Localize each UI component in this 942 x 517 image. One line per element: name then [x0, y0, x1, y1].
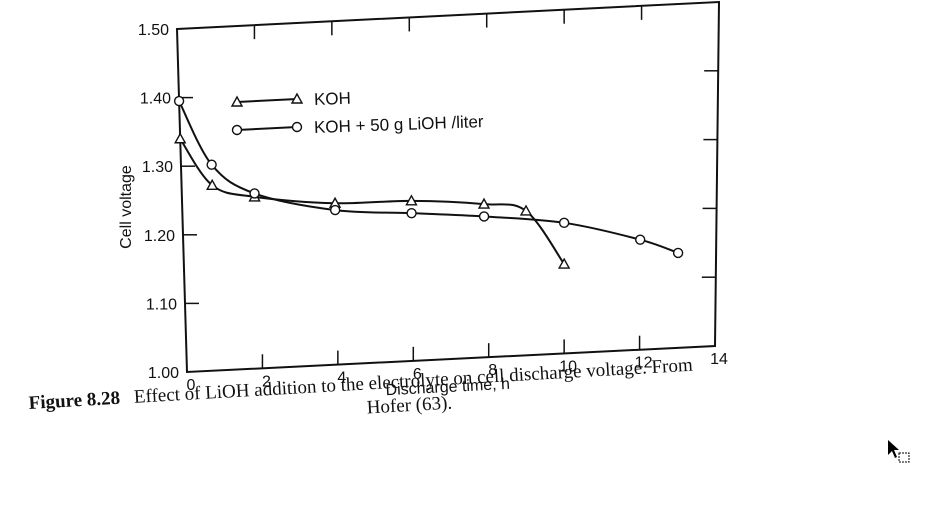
y-axis-label: Cell voltage — [118, 165, 135, 249]
legend-circle-marker — [231, 124, 243, 136]
koh-data-point — [519, 204, 533, 216]
legend-line — [236, 126, 298, 131]
y-tick-label: 1.30 — [142, 159, 173, 176]
koh-data-point — [477, 197, 491, 209]
koh-series-line — [179, 138, 565, 265]
x-tick-label: 12 — [635, 355, 653, 372]
legend: KOH KOH + 50 g LiOH /liter — [230, 89, 484, 137]
koh-lioh-data-point — [672, 247, 684, 259]
figure-number: Figure 8.28 — [28, 387, 121, 414]
x-tick-label: 10 — [559, 358, 577, 375]
x-tick-label: 6 — [413, 366, 422, 383]
koh-data-point — [557, 257, 571, 269]
x-tick-label: 0 — [187, 377, 196, 394]
legend-line — [236, 98, 298, 103]
legend-circle-marker — [291, 121, 303, 133]
koh-lioh-data-point — [478, 211, 490, 222]
y-tick-label: 1.20 — [144, 228, 175, 245]
plot-frame — [175, 0, 721, 374]
koh-lioh-data-point — [406, 207, 417, 219]
y-tick-label: 1.40 — [140, 91, 171, 108]
y-tick-label: 1.10 — [146, 296, 177, 313]
x-tick-label: 8 — [488, 362, 497, 379]
koh-lioh-data-point — [206, 159, 217, 170]
legend-label: KOH + 50 g LiOH /liter — [314, 112, 484, 137]
koh-lioh-data-point — [558, 217, 570, 229]
koh-data-point — [405, 194, 418, 206]
x-tick-label: 4 — [337, 370, 346, 387]
koh-lioh-data-point — [329, 204, 341, 216]
y-tick-label: 1.00 — [148, 365, 179, 382]
x-tick-label: 2 — [262, 373, 271, 390]
y-tick-label: 1.50 — [138, 22, 169, 39]
koh-lioh-data-point — [173, 95, 185, 107]
legend-triangle-marker — [290, 92, 304, 104]
x-tick-label: 14 — [710, 351, 728, 368]
axis-ticks — [179, 5, 719, 369]
koh-data-point — [174, 132, 187, 144]
koh-lioh-data-point — [635, 234, 646, 245]
x-axis-label: Discharge time, h — [385, 376, 510, 399]
legend-triangle-marker — [230, 95, 244, 107]
tick-labels: 0 2 4 6 8 10 12 14 1.00 1.10 1.20 1.30 1.40 1.50 — [138, 22, 728, 394]
chart: 0 2 4 6 8 10 12 141.001.101.201.301.401.50 KOHK… — [118, 0, 728, 399]
plot-border — [175, 0, 721, 374]
arrow-cursor-icon — [888, 440, 910, 463]
koh-lioh-data-point — [249, 188, 260, 199]
koh-data-point — [206, 178, 219, 190]
data-markers — [173, 95, 684, 269]
legend-label: KOH — [314, 89, 351, 109]
